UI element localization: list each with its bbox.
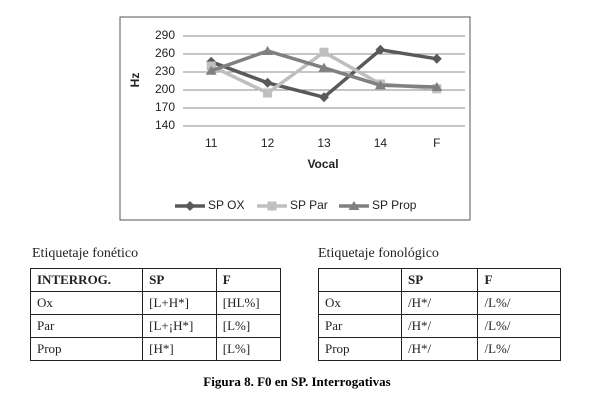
header-cell: F: [215, 268, 282, 292]
cell: Prop: [318, 337, 402, 361]
marker: [262, 77, 273, 88]
cell: /H*/: [400, 337, 479, 361]
cell: Ox: [318, 291, 402, 315]
cell: [L%]: [215, 337, 282, 361]
marker: [374, 80, 386, 90]
x-tick-label: 11: [205, 136, 218, 150]
legend-label: SP Prop: [372, 198, 417, 212]
y-tick-label: 260: [155, 46, 175, 60]
y-tick-label: 290: [155, 28, 175, 42]
cell: Par: [29, 314, 144, 338]
cell: [L+¡H*]: [142, 314, 217, 338]
y-tick-label: 140: [155, 118, 175, 132]
marker: [375, 44, 386, 55]
table: INTERROG. SP F Ox [L+H*] [HL%] Par [L+¡H*] [L%…: [29, 268, 282, 361]
cell: Prop: [29, 337, 144, 361]
marker: [319, 47, 329, 57]
x-tick-label: F: [433, 136, 440, 150]
cell: [H*]: [142, 337, 217, 361]
x-tick-label: 12: [261, 136, 275, 150]
x-axis-label: Vocal: [307, 157, 338, 171]
header-cell: [318, 268, 402, 292]
marker: [205, 65, 217, 75]
x-tick-label: 14: [374, 136, 388, 150]
cell: /H*/: [400, 314, 479, 338]
legend-label: SP Par: [290, 198, 328, 212]
y-axis-label: Hz: [128, 73, 142, 88]
y-tick-label: 170: [155, 100, 175, 114]
header-cell: SP: [142, 268, 217, 292]
table-title: Etiquetaje fonético: [32, 246, 139, 261]
header-cell: SP: [400, 268, 479, 292]
legend-marker: [267, 201, 277, 211]
marker: [318, 62, 330, 72]
marker: [263, 88, 273, 98]
cell: [L+H*]: [142, 291, 217, 315]
table-title: Etiquetaje fonológico: [318, 246, 439, 261]
legend-marker: [185, 201, 195, 211]
cell: Par: [318, 314, 402, 338]
header-cell: F: [477, 268, 561, 292]
marker: [431, 82, 443, 91]
cell: Ox: [29, 291, 144, 315]
marker: [319, 92, 329, 103]
legend-marker: [348, 201, 360, 210]
marker: [262, 46, 274, 55]
x-tick-label: 13: [317, 136, 331, 150]
cell: /L%/: [477, 337, 561, 361]
table: SP F Ox/H*//L%/ Par/H*//L%/ Prop/H*//L%/: [318, 268, 561, 361]
cell: /L%/: [477, 314, 561, 338]
y-tick-label: 200: [155, 82, 175, 96]
legend-label: SP OX: [208, 198, 244, 212]
chart: Hz Vocal 140 170 200 230 260 290 11 12 13 14 F SP O…: [119, 16, 471, 221]
cell: /H*/: [400, 291, 479, 315]
cell: [L%]: [215, 314, 282, 338]
header-cell: INTERROG.: [29, 268, 144, 292]
cell: /L%/: [477, 291, 561, 315]
y-tick-label: 230: [155, 64, 175, 78]
chart-frame: [119, 16, 471, 221]
cell: [HL%]: [215, 291, 282, 315]
marker: [431, 53, 442, 64]
caption: Figura 8. F0 en SP. Interrogativas: [203, 374, 391, 389]
